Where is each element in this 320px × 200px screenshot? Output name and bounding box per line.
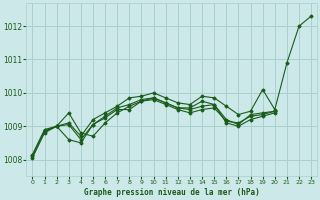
X-axis label: Graphe pression niveau de la mer (hPa): Graphe pression niveau de la mer (hPa)	[84, 188, 260, 197]
